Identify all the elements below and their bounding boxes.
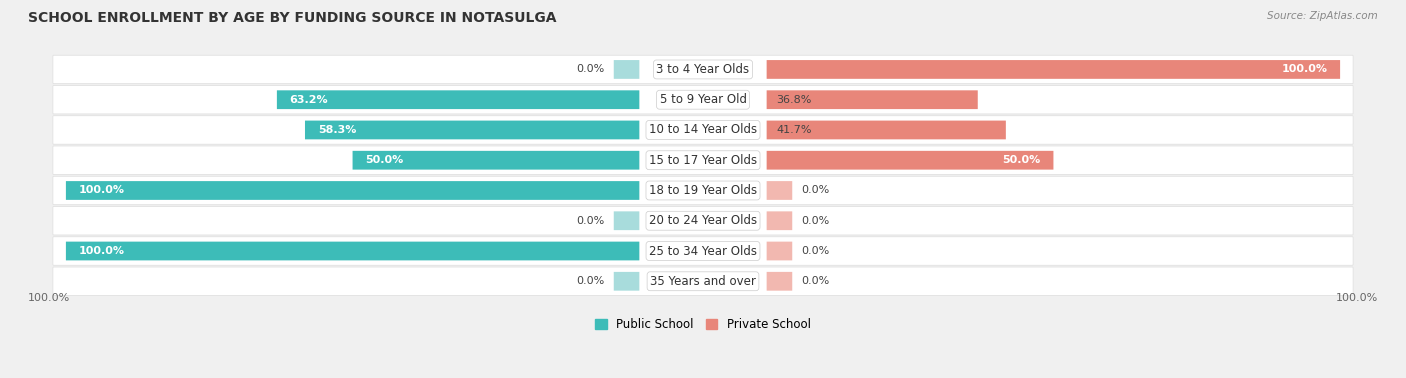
FancyBboxPatch shape — [277, 90, 640, 109]
Text: 0.0%: 0.0% — [576, 216, 605, 226]
FancyBboxPatch shape — [766, 90, 977, 109]
FancyBboxPatch shape — [766, 121, 1005, 139]
Text: 18 to 19 Year Olds: 18 to 19 Year Olds — [650, 184, 756, 197]
Text: 63.2%: 63.2% — [290, 95, 329, 105]
Text: Source: ZipAtlas.com: Source: ZipAtlas.com — [1267, 11, 1378, 21]
Text: 5 to 9 Year Old: 5 to 9 Year Old — [659, 93, 747, 106]
Text: 0.0%: 0.0% — [801, 276, 830, 286]
Legend: Public School, Private School: Public School, Private School — [591, 314, 815, 336]
FancyBboxPatch shape — [353, 151, 640, 170]
Text: 0.0%: 0.0% — [801, 216, 830, 226]
Text: 50.0%: 50.0% — [366, 155, 404, 165]
FancyBboxPatch shape — [66, 181, 640, 200]
FancyBboxPatch shape — [614, 211, 640, 230]
FancyBboxPatch shape — [766, 181, 792, 200]
FancyBboxPatch shape — [614, 272, 640, 291]
Text: 10 to 14 Year Olds: 10 to 14 Year Olds — [650, 124, 756, 136]
Text: 100.0%: 100.0% — [1336, 293, 1378, 303]
Text: 25 to 34 Year Olds: 25 to 34 Year Olds — [650, 245, 756, 257]
Text: 0.0%: 0.0% — [801, 246, 830, 256]
FancyBboxPatch shape — [53, 146, 1353, 175]
Text: 0.0%: 0.0% — [576, 64, 605, 74]
FancyBboxPatch shape — [766, 151, 1053, 170]
FancyBboxPatch shape — [53, 206, 1353, 235]
FancyBboxPatch shape — [53, 237, 1353, 265]
FancyBboxPatch shape — [66, 242, 640, 260]
FancyBboxPatch shape — [766, 272, 792, 291]
Text: 100.0%: 100.0% — [79, 246, 125, 256]
Text: 50.0%: 50.0% — [1002, 155, 1040, 165]
FancyBboxPatch shape — [53, 116, 1353, 144]
Text: 36.8%: 36.8% — [776, 95, 811, 105]
Text: 100.0%: 100.0% — [1281, 64, 1327, 74]
FancyBboxPatch shape — [766, 242, 792, 260]
Text: 35 Years and over: 35 Years and over — [650, 275, 756, 288]
Text: 0.0%: 0.0% — [576, 276, 605, 286]
FancyBboxPatch shape — [53, 85, 1353, 114]
Text: 100.0%: 100.0% — [79, 186, 125, 195]
FancyBboxPatch shape — [53, 55, 1353, 84]
Text: 20 to 24 Year Olds: 20 to 24 Year Olds — [650, 214, 756, 227]
Text: 58.3%: 58.3% — [318, 125, 356, 135]
Text: 100.0%: 100.0% — [28, 293, 70, 303]
Text: 15 to 17 Year Olds: 15 to 17 Year Olds — [650, 154, 756, 167]
FancyBboxPatch shape — [305, 121, 640, 139]
FancyBboxPatch shape — [53, 176, 1353, 205]
FancyBboxPatch shape — [53, 267, 1353, 296]
Text: 3 to 4 Year Olds: 3 to 4 Year Olds — [657, 63, 749, 76]
Text: 0.0%: 0.0% — [801, 186, 830, 195]
FancyBboxPatch shape — [766, 211, 792, 230]
FancyBboxPatch shape — [766, 60, 1340, 79]
FancyBboxPatch shape — [614, 60, 640, 79]
Text: 41.7%: 41.7% — [776, 125, 811, 135]
Text: SCHOOL ENROLLMENT BY AGE BY FUNDING SOURCE IN NOTASULGA: SCHOOL ENROLLMENT BY AGE BY FUNDING SOUR… — [28, 11, 557, 25]
